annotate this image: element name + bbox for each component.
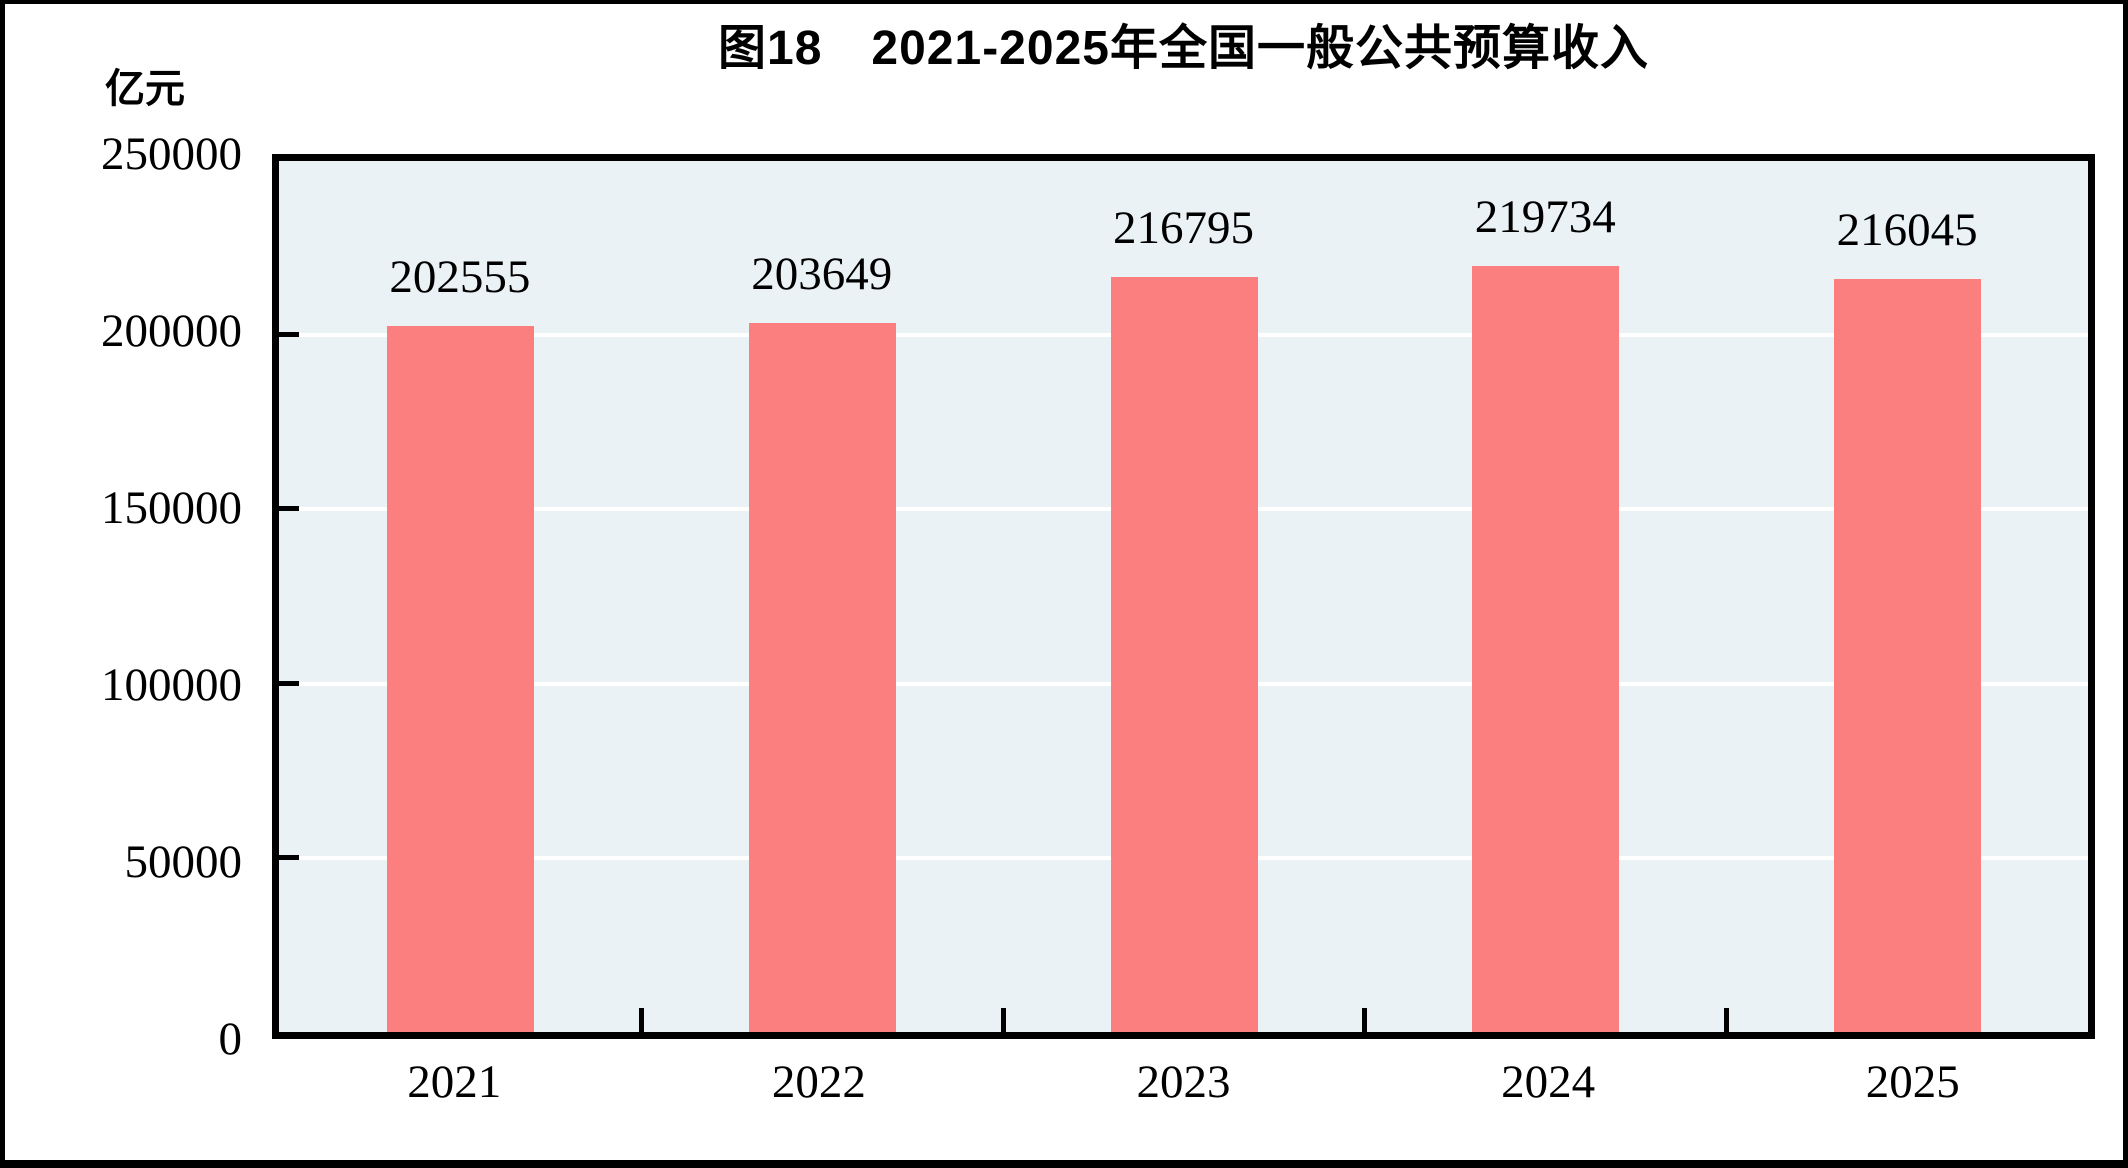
- plot-area: 202555 203649 216795 219734 216045: [272, 154, 2095, 1039]
- x-axis-tick: [1362, 1008, 1368, 1032]
- chart-title: 图18 2021-2025年全国一般公共预算收入: [718, 22, 1649, 75]
- x-tick-label: 2023: [1136, 1056, 1231, 1108]
- x-tick-label: 2024: [1501, 1056, 1596, 1108]
- y-axis-tick: [279, 854, 299, 860]
- bar: [748, 322, 896, 1032]
- bar-value-label: 219734: [1474, 191, 1616, 244]
- x-tick-label: 2021: [407, 1056, 502, 1108]
- y-tick-label: 150000: [101, 482, 242, 534]
- y-tick-label: 100000: [101, 659, 242, 711]
- x-axis-tick: [1724, 1008, 1730, 1032]
- y-tick-label: 200000: [101, 305, 242, 357]
- y-axis-unit-label: 亿元: [105, 67, 185, 111]
- y-tick-label: 50000: [124, 836, 243, 888]
- bar-value-label: 216045: [1836, 204, 1978, 257]
- bar-value-label: 203649: [751, 247, 893, 300]
- x-axis-tick: [638, 1008, 644, 1032]
- x-tick-label: 2022: [771, 1056, 866, 1108]
- x-tick-label: 2025: [1865, 1056, 1960, 1108]
- bar: [1110, 276, 1258, 1032]
- x-axis-tick: [1000, 1008, 1006, 1032]
- y-tick-label: 250000: [101, 128, 242, 180]
- bar-value-label: 202555: [389, 251, 531, 304]
- y-axis-tick: [279, 680, 299, 686]
- y-axis-tick: [279, 506, 299, 512]
- y-axis-tick: [279, 332, 299, 338]
- y-tick-label: 0: [218, 1013, 243, 1065]
- bar: [386, 326, 534, 1032]
- bar: [1472, 266, 1620, 1032]
- bar-value-label: 216795: [1113, 201, 1254, 254]
- bar: [1834, 279, 1982, 1032]
